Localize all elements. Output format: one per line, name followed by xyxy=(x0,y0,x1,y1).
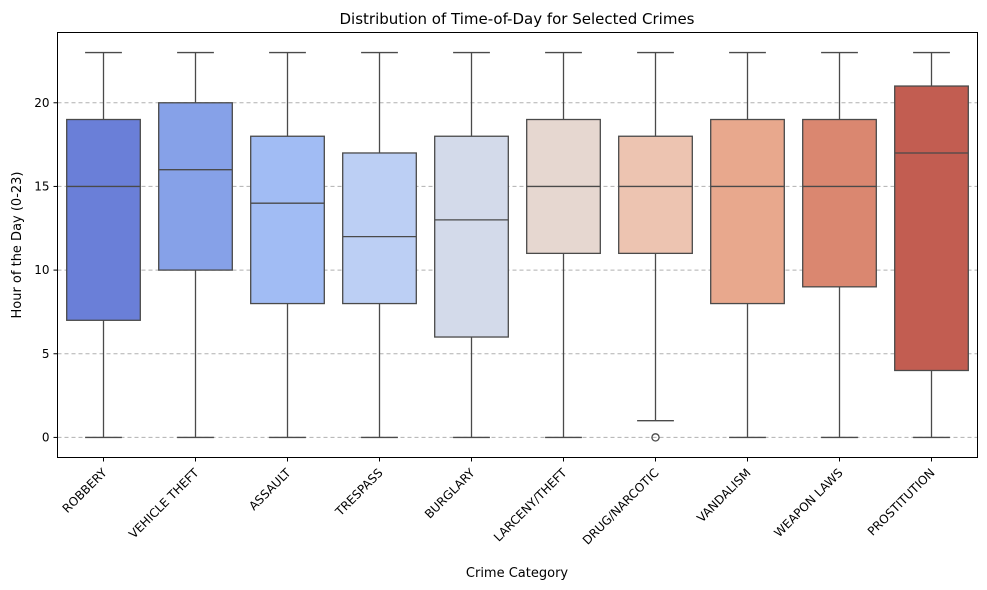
x-tick-label-7: VANDALISM xyxy=(694,466,753,525)
box-2 xyxy=(250,135,325,305)
x-tick-label-0: ROBBERY xyxy=(60,465,110,515)
box-3 xyxy=(342,152,417,305)
box-8 xyxy=(802,118,877,288)
x-tick-label-1: VEHICLE THEFT xyxy=(126,465,202,541)
x-tick-label-2: ASSAULT xyxy=(246,465,294,513)
x-tick-label-4: BURGLARY xyxy=(422,465,478,521)
box-group-9 xyxy=(894,51,969,439)
y-tick-label-5: 5 xyxy=(42,347,50,361)
box-group-1 xyxy=(158,51,233,439)
box-9 xyxy=(894,85,969,372)
box-group-8 xyxy=(802,51,877,439)
box-group-7 xyxy=(710,51,785,439)
plot-area-frame xyxy=(57,32,978,458)
box-group-0 xyxy=(66,51,141,439)
x-tick-label-8: WEAPON LAWS xyxy=(771,466,845,540)
box-group-5 xyxy=(526,51,601,439)
boxes-group xyxy=(66,51,969,442)
x-tick-label-9: PROSTITUTION xyxy=(865,466,938,539)
y-tick-label-15: 15 xyxy=(34,179,49,193)
x-axis: ROBBERY VEHICLE THEFT ASSAULT TRESPASS BURGL… xyxy=(60,457,938,548)
box-0 xyxy=(66,118,141,321)
box-group-6 xyxy=(618,51,693,442)
box-group-4 xyxy=(434,51,509,439)
outlier-point-6-0 xyxy=(651,433,660,442)
box-6 xyxy=(618,135,693,255)
box-7 xyxy=(710,118,785,305)
y-axis-label: Hour of the Day (0-23) xyxy=(10,171,25,318)
box-group-2 xyxy=(250,51,325,439)
y-tick-label-20: 20 xyxy=(34,96,49,110)
x-tick-label-5: LARCENY/THEFT xyxy=(491,465,570,544)
box-4 xyxy=(434,135,509,338)
y-axis: 0 5 10 15 20 xyxy=(34,96,58,444)
y-tick-label-0: 0 xyxy=(42,430,50,444)
box-group-3 xyxy=(342,51,417,439)
y-tick-label-10: 10 xyxy=(34,263,49,277)
x-tick-label-3: TRESPASS xyxy=(332,466,386,520)
x-tick-label-6: DRUG/NARCOTIC xyxy=(580,466,662,548)
x-axis-label: Crime Category xyxy=(466,566,569,581)
box-1 xyxy=(158,102,233,271)
chart-title: Distribution of Time-of-Day for Selected… xyxy=(340,10,695,28)
